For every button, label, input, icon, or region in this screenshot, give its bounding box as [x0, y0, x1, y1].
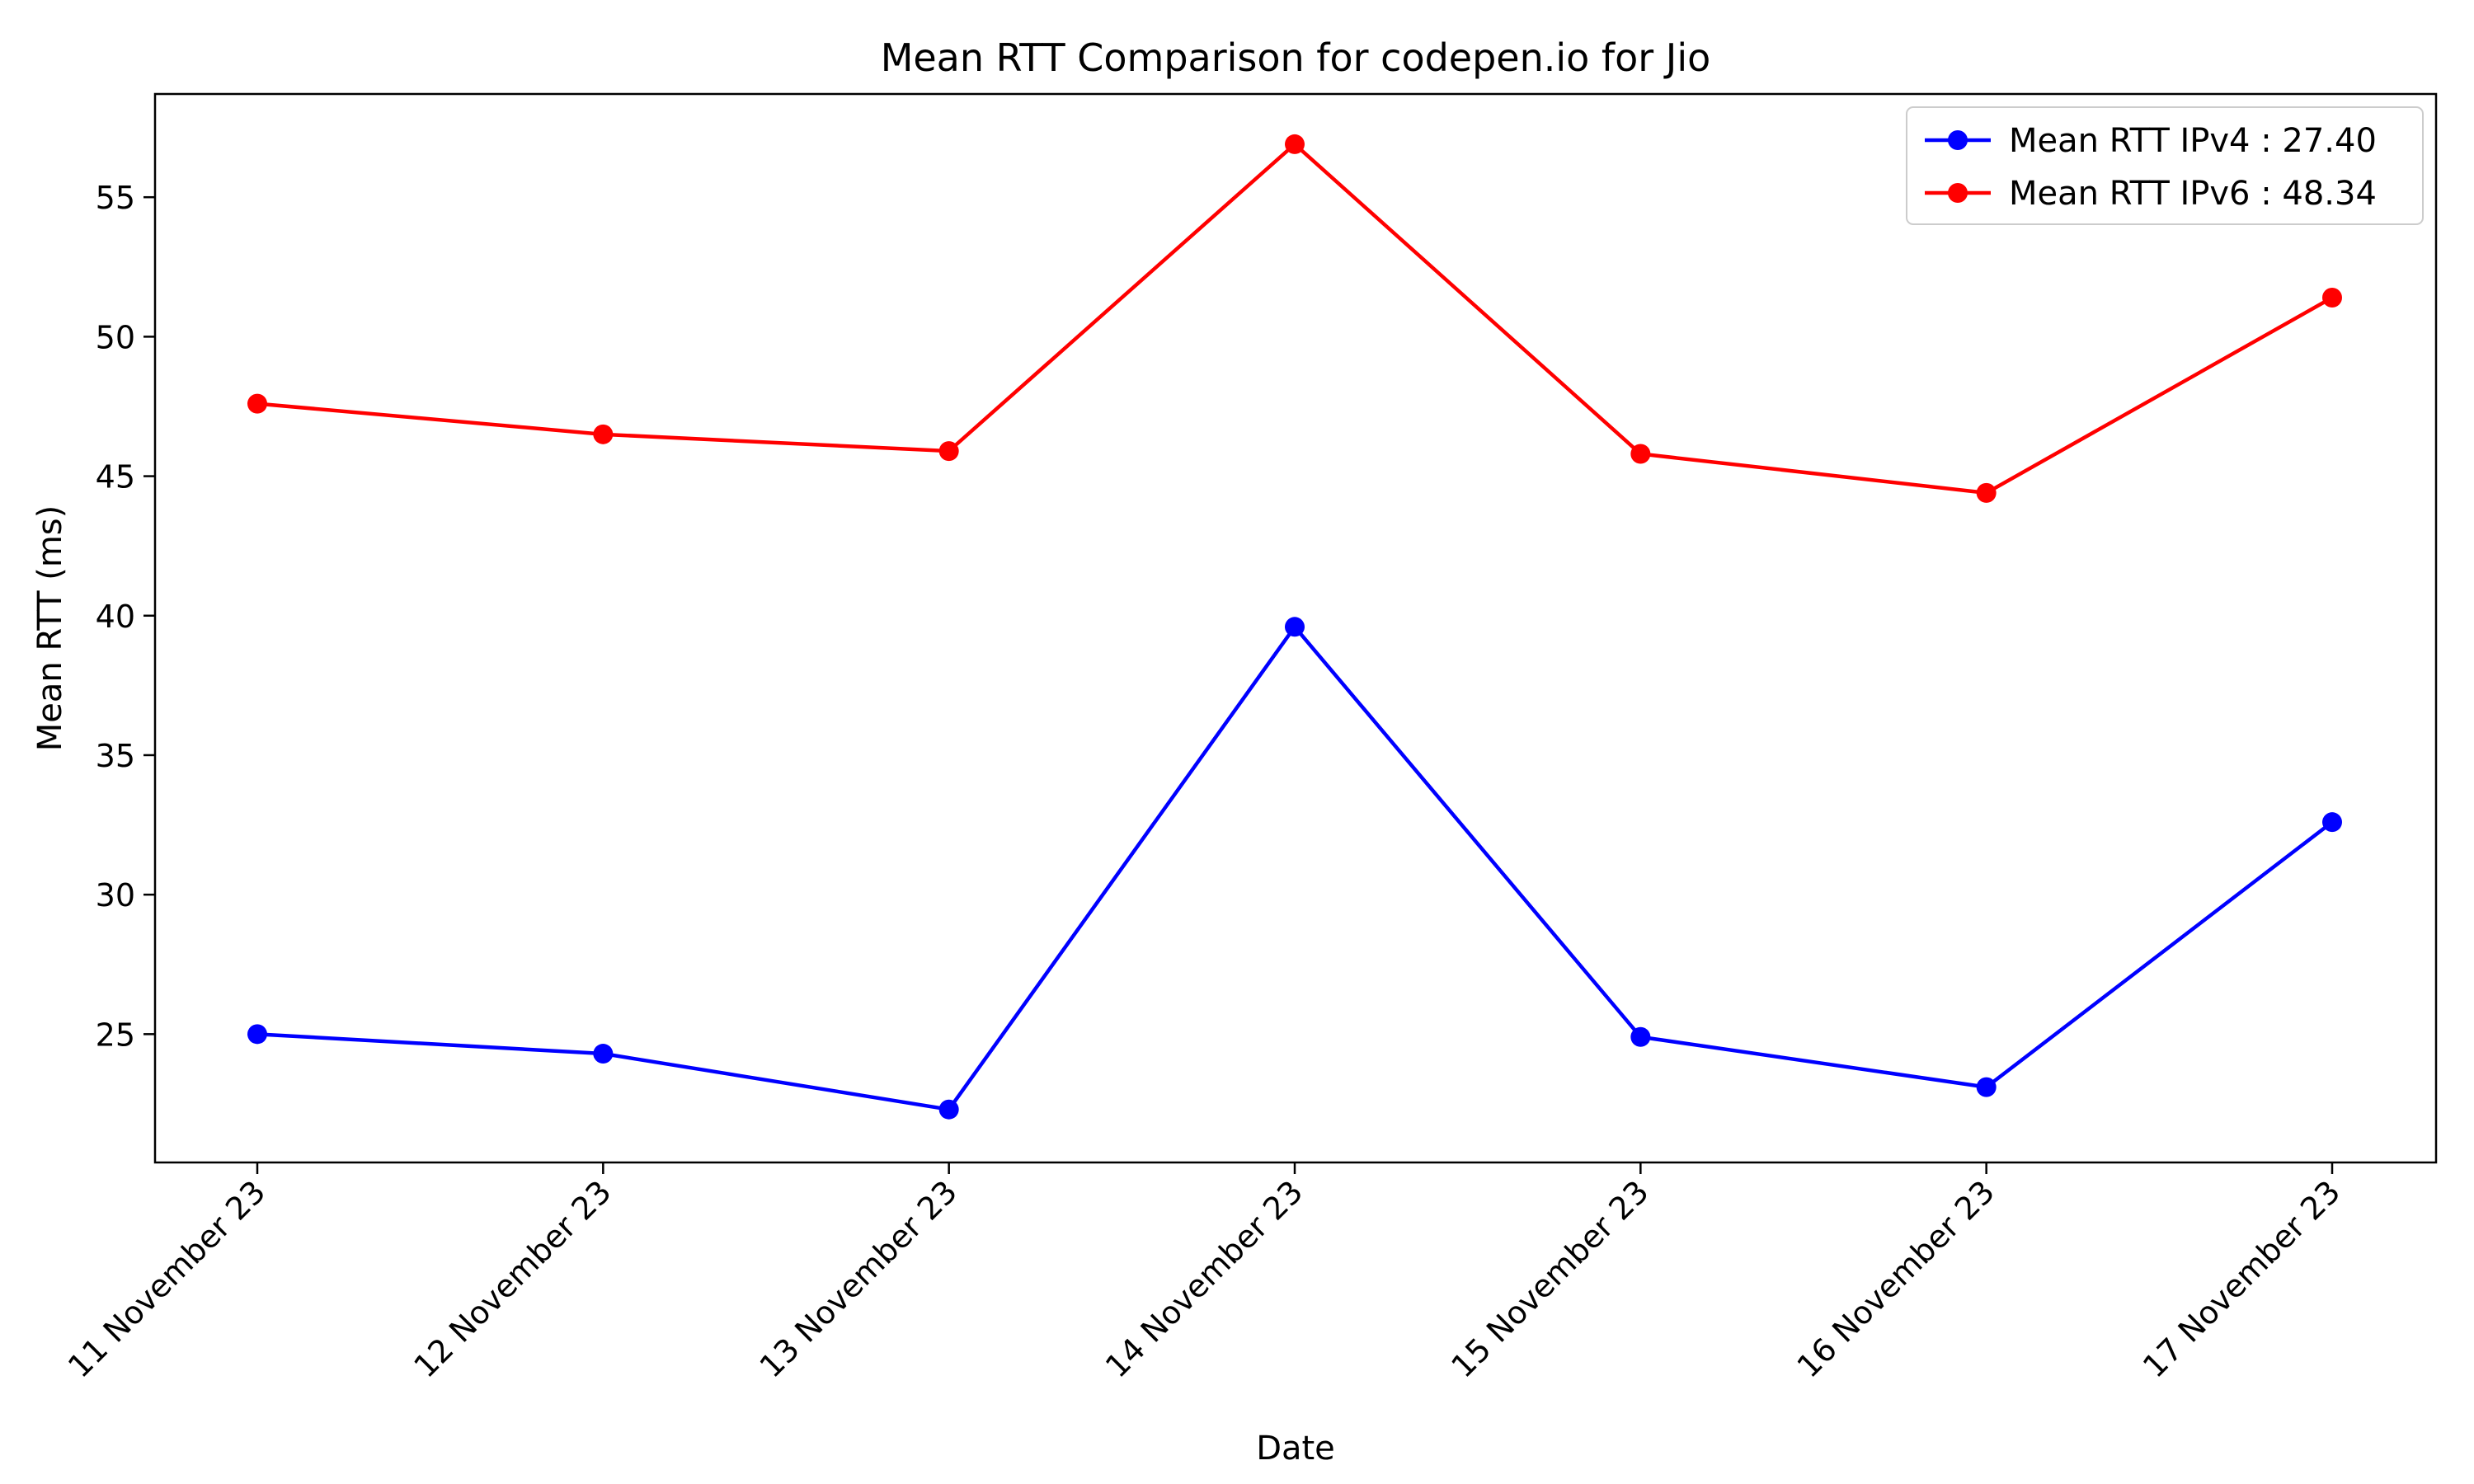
data-point-ipv4 — [1285, 617, 1305, 637]
y-axis-label: Mean RTT (ms) — [31, 505, 69, 751]
data-point-ipv6 — [1976, 482, 1997, 503]
y-tick-label: 30 — [96, 877, 135, 913]
y-tick-label: 25 — [96, 1017, 135, 1053]
data-point-ipv4 — [1630, 1026, 1651, 1047]
data-point-ipv6 — [247, 393, 267, 414]
data-point-ipv6 — [1630, 444, 1651, 464]
data-point-ipv4 — [1976, 1077, 1997, 1097]
data-point-ipv4 — [2322, 812, 2342, 833]
series-lines — [247, 134, 2342, 1120]
legend-frame — [1906, 106, 2424, 225]
data-point-ipv6 — [2322, 288, 2342, 308]
y-tick-label: 45 — [96, 459, 135, 495]
chart-title: Mean RTT Comparison for codepen.io for J… — [881, 35, 1711, 80]
legend-label-ipv6: Mean RTT IPv6 : 48.34 — [2009, 175, 2377, 213]
data-point-ipv4 — [938, 1099, 959, 1120]
y-tick-label: 35 — [96, 738, 135, 774]
data-point-ipv6 — [938, 441, 959, 462]
x-axis-label: Date — [1256, 1430, 1335, 1468]
legend: Mean RTT IPv4 : 27.40 Mean RTT IPv6 : 48.… — [1906, 106, 2424, 225]
data-point-ipv6 — [1285, 134, 1305, 154]
legend-label-ipv4: Mean RTT IPv4 : 27.40 — [2009, 122, 2377, 160]
y-tick-label: 40 — [96, 599, 135, 635]
data-point-ipv6 — [593, 424, 614, 444]
y-axis: 25 30 35 40 45 50 55 — [96, 180, 155, 1053]
y-tick-label: 55 — [96, 180, 135, 216]
legend-marker-ipv6 — [1948, 183, 1968, 203]
data-point-ipv4 — [593, 1044, 614, 1064]
y-tick-label: 50 — [96, 319, 135, 355]
legend-marker-ipv4 — [1948, 130, 1968, 150]
data-point-ipv4 — [247, 1024, 267, 1045]
